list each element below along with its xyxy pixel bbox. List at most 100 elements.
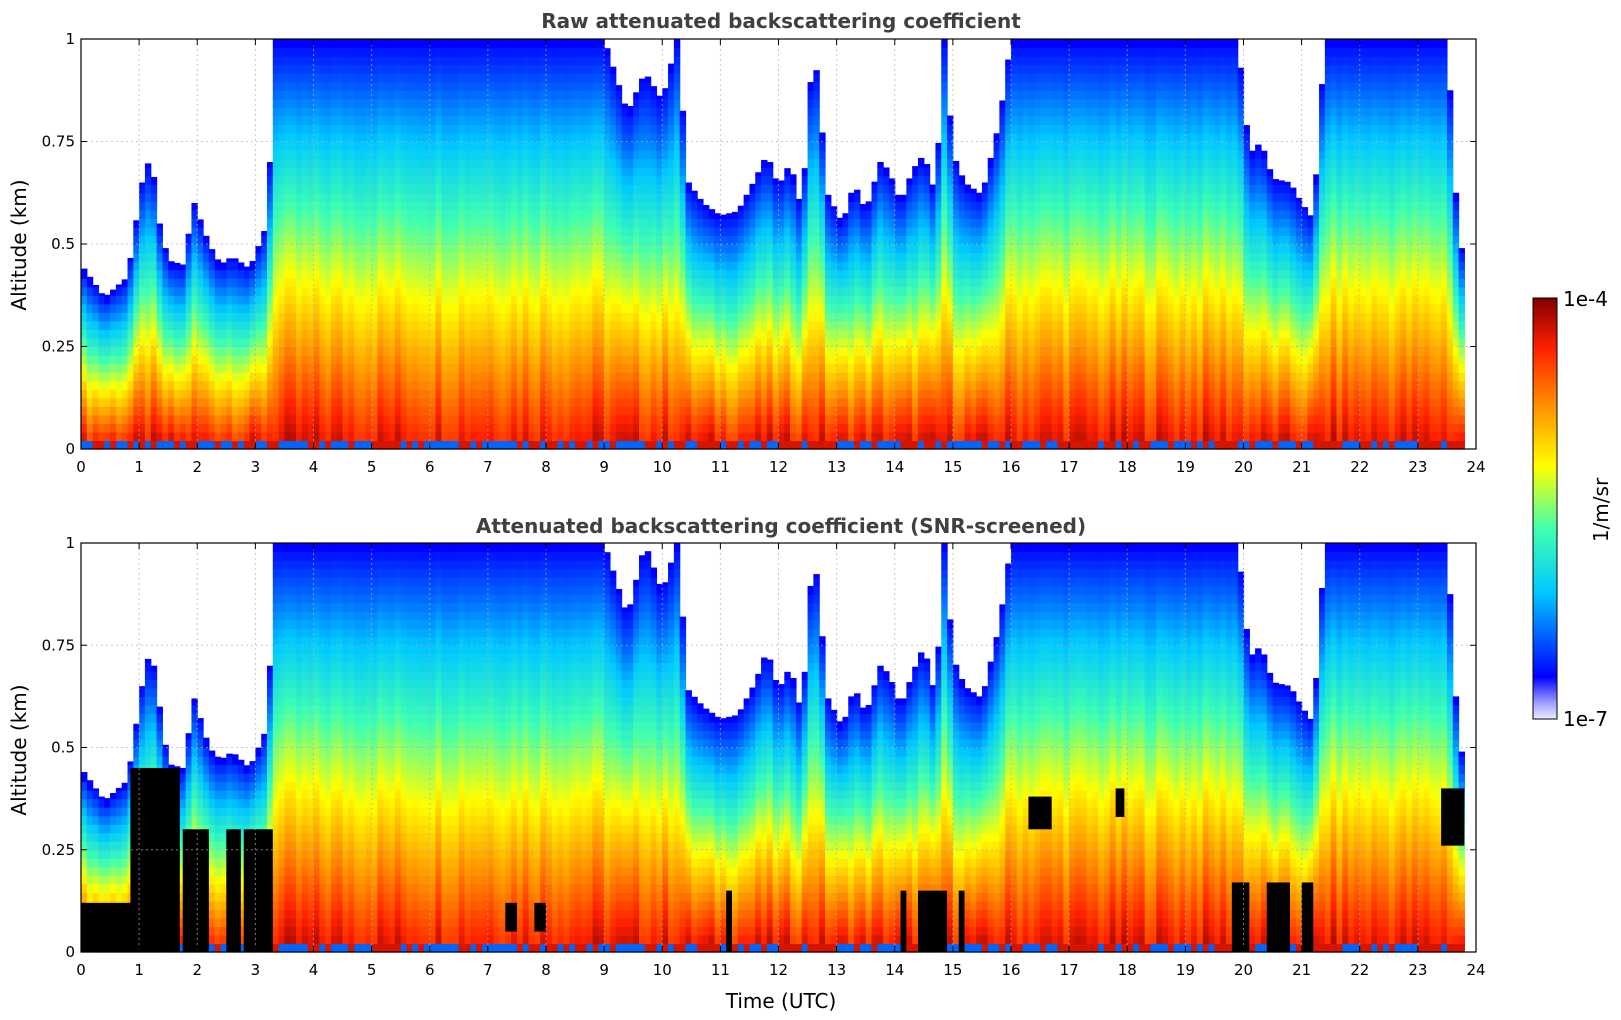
heatmap-cell [284,372,290,381]
heatmap-cell [319,312,325,321]
heatmap-cell [453,193,459,202]
heatmap-cell [314,193,320,202]
heatmap-cell [157,278,163,287]
heatmap-cell [221,432,227,441]
heatmap-cell [436,253,442,262]
heatmap-cell [284,176,290,185]
heatmap-cell [360,116,366,125]
heatmap-cell [93,415,99,424]
heatmap-cell [465,167,471,176]
heatmap-cell [360,253,366,262]
heatmap-cell [98,329,104,338]
heatmap-cell [302,116,308,125]
heatmap-cell [174,295,180,304]
heatmap-cell [343,82,349,91]
heatmap-cell [372,184,378,193]
heatmap-cell [459,338,465,347]
heatmap-cell [325,415,331,424]
heatmap-cell [226,329,232,338]
heatmap-cell [267,162,273,168]
heatmap-cell [116,287,122,296]
heatmap-cell [430,227,436,236]
heatmap-cell [354,159,360,168]
heatmap-cell [290,389,296,398]
heatmap-cell [157,381,163,390]
heatmap-cell [261,321,267,330]
heatmap-cell [319,48,325,57]
heatmap-cell [180,364,186,373]
heatmap-cell [436,287,442,296]
heatmap-cell [174,270,180,279]
heatmap-cell [372,218,378,227]
heatmap-cell [447,193,453,202]
heatmap-cell [284,278,290,287]
heatmap-cell [360,124,366,133]
heatmap-cell [186,295,192,304]
heatmap-cell [296,329,302,338]
heatmap-cell [273,253,279,262]
heatmap-cell [348,159,354,168]
heatmap-cell [395,432,401,441]
heatmap-cell [157,338,163,347]
heatmap-cell [145,261,151,270]
heatmap-cell [139,201,145,210]
heatmap-cell [267,389,273,398]
heatmap-cell [441,287,447,296]
heatmap-cell [290,261,296,270]
heatmap-cell [430,270,436,279]
heatmap-cell [122,432,128,441]
panel-raw-title: Raw attenuated backscattering coefficien… [541,9,1021,33]
heatmap-cell [430,253,436,262]
heatmap-cell [93,287,99,296]
heatmap-cell [372,227,378,236]
heatmap-cell [145,389,151,398]
heatmap-cell [412,278,418,287]
heatmap-cell [314,355,320,364]
heatmap-cell [87,277,93,279]
heatmap-cell [354,227,360,236]
heatmap-cell [186,432,192,441]
heatmap-cell [331,253,337,262]
heatmap-cell [412,176,418,185]
heatmap-cell [157,312,163,321]
heatmap-cell [453,39,459,48]
heatmap-cell [244,372,250,381]
heatmap-cell [331,355,337,364]
heatmap-cell [81,398,87,407]
heatmap-cell [221,329,227,338]
heatmap-cell [453,389,459,398]
heatmap-cell [232,432,238,441]
heatmap-cell [279,210,285,219]
heatmap-cell [255,423,261,432]
heatmap-cell [209,381,215,390]
heatmap-cell [244,364,250,373]
heatmap-cell [395,210,401,219]
heatmap-cell [348,347,354,356]
heatmap-cell [465,278,471,287]
heatmap-cell [203,270,209,279]
heatmap-cell [162,355,168,364]
heatmap-cell [354,295,360,304]
heatmap-cell [441,398,447,407]
heatmap-cell [157,415,163,424]
heatmap-cell [401,184,407,193]
heatmap-cell [360,381,366,390]
heatmap-cell [267,338,273,347]
heatmap-cell [337,73,343,82]
heatmap-cell [296,218,302,227]
heatmap-cell [383,235,389,244]
heatmap-cell [360,227,366,236]
heatmap-cell [186,355,192,364]
heatmap-cell [354,176,360,185]
heatmap-cell [453,116,459,125]
heatmap-cell [372,116,378,125]
heatmap-cell [168,312,174,321]
heatmap-cell [325,184,331,193]
heatmap-cell [407,287,413,296]
heatmap-cell [215,415,221,424]
heatmap-cell [232,329,238,338]
heatmap-cell [453,99,459,108]
heatmap-cell [348,65,354,74]
heatmap-cell [407,278,413,287]
heatmap-cell [197,440,203,449]
